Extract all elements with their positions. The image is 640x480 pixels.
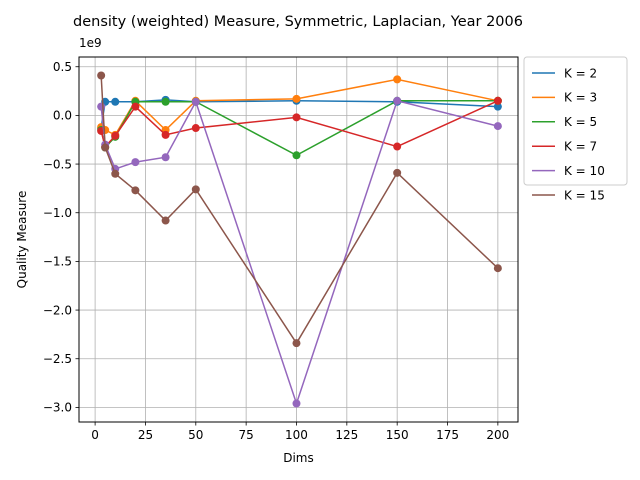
- data-point: [493, 96, 502, 105]
- y-tick-label: 0.0: [53, 109, 72, 123]
- y-offset-label: 1e9: [79, 36, 102, 50]
- legend-label: K = 7: [564, 140, 597, 154]
- series-line: [100, 99, 499, 406]
- series-k=10: [97, 96, 502, 408]
- data-point: [393, 75, 402, 84]
- data-point: [493, 102, 502, 111]
- data-point: [191, 185, 200, 194]
- x-tick-label: 100: [285, 428, 308, 442]
- x-tick-label: 75: [239, 428, 254, 442]
- data-point: [161, 97, 170, 106]
- y-tick-label: −1.5: [43, 255, 72, 269]
- chart-title: density (weighted) Measure, Symmetric, L…: [73, 14, 523, 30]
- x-tick-label: 200: [486, 428, 509, 442]
- data-point: [97, 71, 106, 80]
- x-axis-label: Dims: [283, 451, 314, 465]
- legend-label: K = 5: [564, 115, 597, 129]
- data-point: [393, 168, 402, 177]
- series-k=7: [97, 96, 502, 151]
- x-axis: 0 25 50 75 100 125 150 175 200: [91, 422, 509, 442]
- data-point: [161, 153, 170, 162]
- series-line: [100, 99, 498, 129]
- x-tick-label: 0: [91, 428, 99, 442]
- data-point: [393, 142, 402, 151]
- legend-box: [523, 56, 628, 186]
- data-point: [101, 143, 110, 152]
- y-axis: 0.5 0.0 −0.5 −1.0 −1.5 −2.0 −2.5 −3.0: [43, 60, 79, 415]
- y-tick-label: −2.0: [43, 303, 72, 317]
- y-tick-label: 0.5: [53, 60, 72, 74]
- legend: K = 2 K = 3 K = 5 K = 7 K = 10 K = 15: [523, 56, 628, 202]
- data-point: [97, 102, 106, 111]
- x-tick-label: 175: [436, 428, 459, 442]
- y-tick-label: −2.5: [43, 352, 72, 366]
- legend-label: K = 10: [564, 164, 605, 178]
- series-k=3: [97, 75, 502, 139]
- series-line: [100, 78, 499, 136]
- data-point: [111, 131, 120, 140]
- series-k=15: [97, 71, 502, 348]
- data-point: [111, 97, 120, 106]
- series-line: [100, 100, 499, 149]
- data-point: [191, 124, 200, 133]
- data-point: [191, 97, 200, 106]
- legend-label: K = 3: [564, 91, 597, 105]
- data-point: [493, 264, 502, 273]
- data-point: [292, 399, 301, 408]
- y-tick-label: −1.0: [43, 206, 72, 220]
- x-tick-label: 25: [138, 428, 153, 442]
- series-layer: [97, 71, 502, 408]
- y-tick-label: −3.0: [43, 401, 72, 415]
- data-point: [161, 130, 170, 139]
- x-tick-label: 150: [386, 428, 409, 442]
- legend-label: K = 2: [564, 66, 597, 80]
- y-tick-label: −0.5: [43, 157, 72, 171]
- data-point: [292, 339, 301, 348]
- data-point: [292, 151, 301, 160]
- data-point: [292, 94, 301, 103]
- x-tick-label: 50: [188, 428, 203, 442]
- data-point: [161, 216, 170, 225]
- x-tick-label: 125: [335, 428, 358, 442]
- data-point: [493, 122, 502, 131]
- data-point: [393, 96, 402, 105]
- data-point: [131, 186, 140, 195]
- data-point: [131, 158, 140, 167]
- grid-lines: [79, 57, 518, 422]
- y-axis-label: Quality Measure: [15, 191, 29, 289]
- data-point: [292, 113, 301, 122]
- data-point: [131, 102, 140, 111]
- data-point: [111, 169, 120, 178]
- plot-frame: [78, 56, 519, 423]
- legend-label: K = 15: [564, 188, 605, 202]
